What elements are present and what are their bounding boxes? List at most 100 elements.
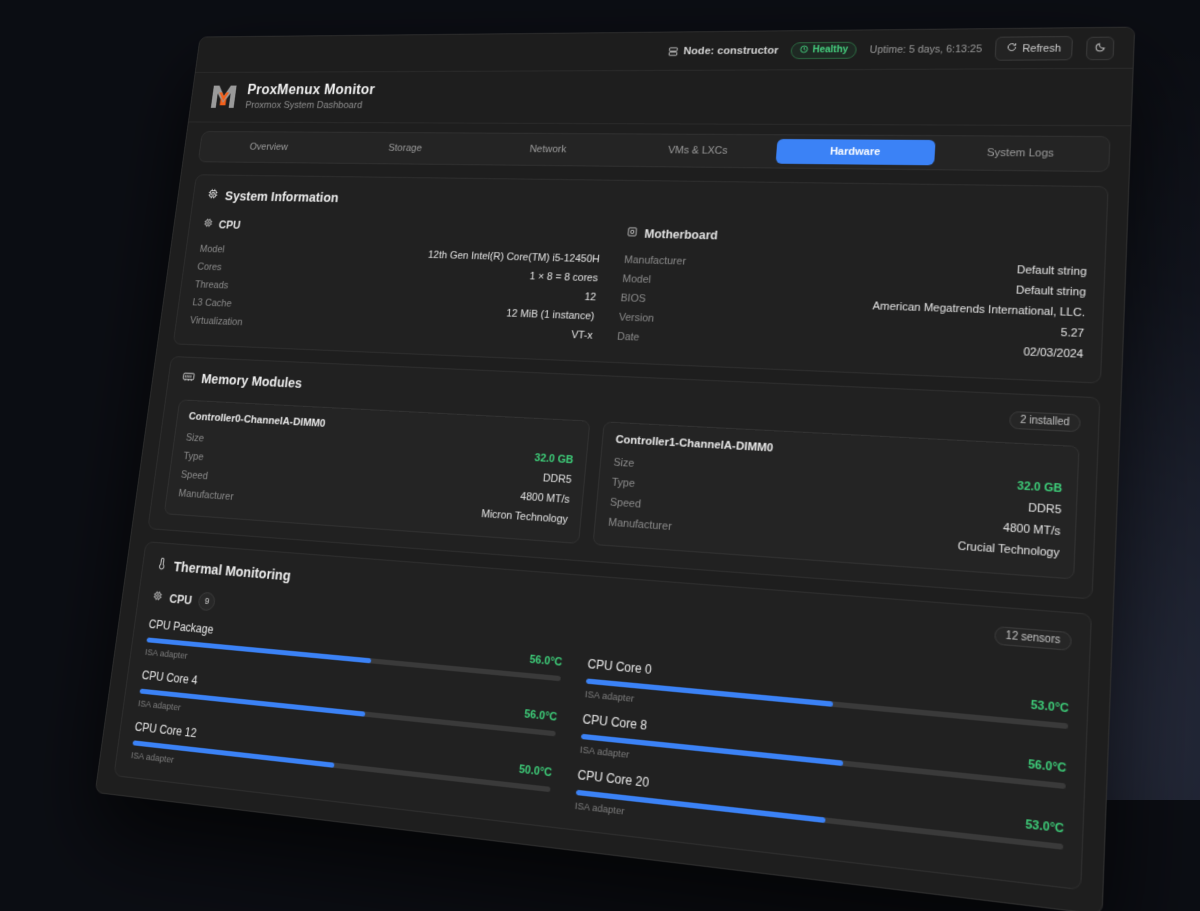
row-value: 4800 MT/s xyxy=(520,491,570,506)
shield-check-icon xyxy=(799,45,809,56)
cpu-section: CPU Model 12th Gen Intel(R) Core(TM) i5-… xyxy=(189,217,603,346)
cpu-chip-icon xyxy=(206,188,220,205)
row-value: 4800 MT/s xyxy=(1003,522,1061,539)
row-key: Model xyxy=(622,273,652,285)
row-value: 12 MiB (1 instance) xyxy=(506,308,595,323)
sensor-temperature: 50.0°C xyxy=(518,763,552,779)
sensor-temperature: 56.0°C xyxy=(1028,758,1067,775)
row-value: DDR5 xyxy=(542,472,572,486)
sensor-temperature: 56.0°C xyxy=(524,708,558,724)
row-key: Threads xyxy=(194,279,229,291)
row-key: Speed xyxy=(180,469,208,482)
app-window: Node: constructor Healthy Uptime: 5 days… xyxy=(95,27,1136,911)
moon-icon xyxy=(1094,39,1106,57)
tab-overview[interactable]: Overview xyxy=(202,135,336,159)
row-key: Cores xyxy=(197,262,223,273)
row-key: Speed xyxy=(609,497,641,511)
brand-text-group: ProxMenux Monitor Proxmox System Dashboa… xyxy=(245,83,376,111)
sensor-temperature: 53.0°C xyxy=(1025,818,1064,836)
row-value: 32.0 GB xyxy=(1017,480,1063,495)
tab-vms-lxcs[interactable]: VMs & LXCs xyxy=(622,138,775,164)
thermal-group-count: 9 xyxy=(198,592,217,612)
system-information-header: System Information xyxy=(206,188,1090,221)
memory-modules-badge-wrap: 2 installed xyxy=(1009,409,1081,431)
row-value: 1 × 8 = 8 cores xyxy=(529,271,598,284)
sensor-name: CPU Core 8 xyxy=(582,712,648,733)
cpu-chip-icon xyxy=(202,217,214,233)
tab-hardware[interactable]: Hardware xyxy=(776,139,936,165)
row-key: Type xyxy=(611,477,635,490)
row-key: Size xyxy=(185,432,204,444)
thermometer-icon xyxy=(156,556,169,575)
uptime-text: Uptime: 5 days, 6:13:25 xyxy=(869,43,982,55)
row-value: VT-x xyxy=(571,329,593,341)
sensor-name: CPU Core 20 xyxy=(577,767,650,790)
row-key: Version xyxy=(618,312,654,325)
row-value: Micron Technology xyxy=(481,508,569,526)
row-value: 12 xyxy=(584,291,597,303)
row-key: Manufacturer xyxy=(608,517,673,533)
tab-system-logs[interactable]: System Logs xyxy=(937,140,1105,167)
sensor-temperature: 56.0°C xyxy=(529,654,563,669)
thermal-monitoring-card: Thermal Monitoring 12 sensors CPU 9 xyxy=(113,541,1092,890)
system-information-columns: CPU Model 12th Gen Intel(R) Core(TM) i5-… xyxy=(189,217,1088,366)
cpu-section-header: CPU xyxy=(202,217,603,242)
thermal-monitoring-title: Thermal Monitoring xyxy=(173,559,292,584)
thermal-group-label: CPU xyxy=(169,592,193,607)
memory-module-card: Controller0-ChannelA-DIMM0 Size 32.0 GB … xyxy=(164,399,591,544)
app-header: ProxMenux Monitor Proxmox System Dashboa… xyxy=(189,69,1133,126)
row-value: 02/03/2024 xyxy=(1023,346,1084,361)
row-key: Virtualization xyxy=(189,315,243,328)
thermal-badge-wrap: 12 sensors xyxy=(994,623,1072,649)
page-title: ProxMenux Monitor xyxy=(246,83,375,99)
row-key: L3 Cache xyxy=(192,297,233,309)
sensor-name: CPU Core 4 xyxy=(141,668,198,687)
row-value: 32.0 GB xyxy=(534,452,574,466)
motherboard-section-title: Motherboard xyxy=(644,227,718,242)
refresh-icon xyxy=(1006,42,1017,55)
node-label: Node: constructor xyxy=(683,45,779,57)
system-information-title: System Information xyxy=(224,189,339,205)
tab-storage[interactable]: Storage xyxy=(336,136,476,160)
row-value: DDR5 xyxy=(1028,502,1062,517)
motherboard-section-header: Motherboard xyxy=(626,225,1089,253)
row-key: BIOS xyxy=(620,293,646,305)
motherboard-section: Motherboard Manufacturer Default string … xyxy=(616,225,1088,365)
memory-modules-title: Memory Modules xyxy=(200,372,302,392)
row-key: Model xyxy=(199,244,225,255)
content-area: System Information CPU xyxy=(98,162,1129,893)
server-icon xyxy=(667,46,678,57)
row-value: Crucial Technology xyxy=(957,540,1059,560)
status-badge-label: Healthy xyxy=(812,45,848,56)
system-information-card: System Information CPU xyxy=(173,174,1109,383)
memory-module-card: Controller1-ChannelA-DIMM0 Size 32.0 GB … xyxy=(593,421,1080,579)
row-key: Type xyxy=(183,451,205,463)
page-subtitle: Proxmox System Dashboard xyxy=(245,100,374,111)
row-value: Default string xyxy=(1016,284,1087,298)
refresh-label: Refresh xyxy=(1022,42,1061,54)
perspective-stage: Node: constructor Healthy Uptime: 5 days… xyxy=(0,0,1200,800)
memory-icon xyxy=(181,370,196,387)
theme-toggle-button[interactable] xyxy=(1086,36,1115,60)
row-key: Size xyxy=(613,457,635,470)
node-indicator: Node: constructor xyxy=(667,45,779,57)
sensor-name: CPU Package xyxy=(148,617,214,636)
row-key: Date xyxy=(617,331,640,343)
row-value: 12th Gen Intel(R) Core(TM) i5-12450H xyxy=(427,250,600,266)
top-status-bar: Node: constructor Healthy Uptime: 5 days… xyxy=(196,28,1135,73)
status-badge: 12 sensors xyxy=(994,625,1072,650)
cpu-section-title: CPU xyxy=(218,219,241,232)
proxmenux-logo-icon xyxy=(208,83,239,110)
refresh-button[interactable]: Refresh xyxy=(995,36,1073,61)
sensor-name: CPU Core 12 xyxy=(134,720,197,740)
row-value: Default string xyxy=(1017,264,1087,278)
sensor-adapter: ISA adapter xyxy=(574,800,1063,868)
row-key: Manufacturer xyxy=(178,488,234,503)
tab-network[interactable]: Network xyxy=(476,137,622,162)
cpu-chip-icon xyxy=(151,588,163,606)
status-badge: 2 installed xyxy=(1009,411,1081,432)
sensor-name: CPU Core 0 xyxy=(587,657,652,677)
status-badge: Healthy xyxy=(790,41,857,58)
sensor-temperature: 53.0°C xyxy=(1030,699,1069,716)
row-value: 5.27 xyxy=(1061,327,1085,340)
